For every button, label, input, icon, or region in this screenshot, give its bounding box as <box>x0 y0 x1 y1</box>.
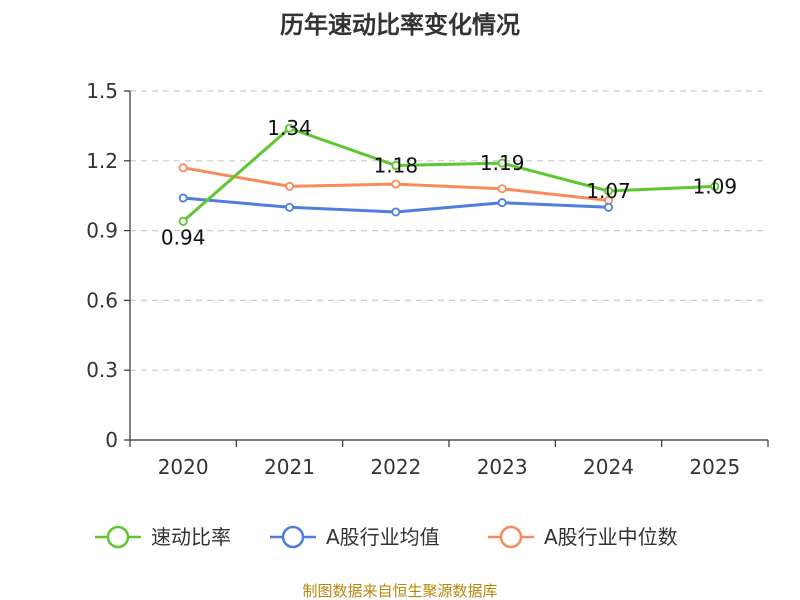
data-labels: 0.94 1.34 1.18 1.19 1.07 1.09 <box>161 116 737 249</box>
data-label: 1.07 <box>586 179 631 203</box>
legend-item[interactable]: 速动比率 <box>95 525 231 549</box>
data-point[interactable] <box>497 158 507 168</box>
data-point[interactable] <box>497 198 507 208</box>
legend-label: 速动比率 <box>151 525 231 549</box>
data-point[interactable] <box>284 123 294 133</box>
data-point[interactable] <box>178 163 188 173</box>
legend-label: A股行业均值 <box>326 525 440 549</box>
legend-marker <box>106 525 130 549</box>
data-point[interactable] <box>284 202 294 212</box>
data-label: 1.18 <box>374 153 419 177</box>
data-label: 1.09 <box>693 174 738 198</box>
legend-item[interactable]: A股行业中位数 <box>488 525 678 549</box>
x-tick-label: 2025 <box>689 455 740 479</box>
data-point[interactable] <box>604 186 614 196</box>
legend-marker <box>281 525 305 549</box>
chart-title: 历年速动比率变化情况 <box>280 11 520 39</box>
x-tick-label: 2023 <box>477 455 528 479</box>
data-point[interactable] <box>710 181 720 191</box>
y-tick-label: 0.6 <box>86 288 118 312</box>
data-point[interactable] <box>604 202 614 212</box>
data-point[interactable] <box>178 216 188 226</box>
data-point[interactable] <box>391 207 401 217</box>
y-tick-label: 1.2 <box>86 149 118 173</box>
legend-item[interactable]: A股行业均值 <box>270 525 440 549</box>
data-point[interactable] <box>178 193 188 203</box>
y-tick-label: 1.5 <box>86 79 118 103</box>
series-line <box>182 126 715 223</box>
x-tick-label: 2022 <box>370 455 421 479</box>
grid-lines <box>130 90 768 371</box>
data-label: 1.34 <box>267 116 312 140</box>
axes <box>124 90 769 447</box>
data-point[interactable] <box>391 160 401 170</box>
y-tick-label: 0.9 <box>86 219 118 243</box>
series-lines <box>178 123 720 226</box>
x-tick-label: 2021 <box>264 455 315 479</box>
legend-marker <box>499 525 523 549</box>
x-tick-label: 2020 <box>158 455 209 479</box>
legend-label: A股行业中位数 <box>544 525 678 549</box>
legend: 速动比率 A股行业均值 A股行业中位数 <box>95 525 678 549</box>
data-label: 0.94 <box>161 225 206 249</box>
y-tick-label: 0.3 <box>86 358 118 382</box>
data-point[interactable] <box>391 179 401 189</box>
data-point[interactable] <box>497 184 507 194</box>
data-label: 1.19 <box>480 151 525 175</box>
x-tick-label: 2024 <box>583 455 634 479</box>
tick-labels: 0 0.3 0.6 0.9 1.2 1.5 2020 2021 2022 2023 2024 2025 <box>86 79 740 479</box>
y-tick-label: 0 <box>105 428 118 452</box>
data-point[interactable] <box>284 181 294 191</box>
source-note: 制图数据来自恒生聚源数据库 <box>302 582 497 600</box>
